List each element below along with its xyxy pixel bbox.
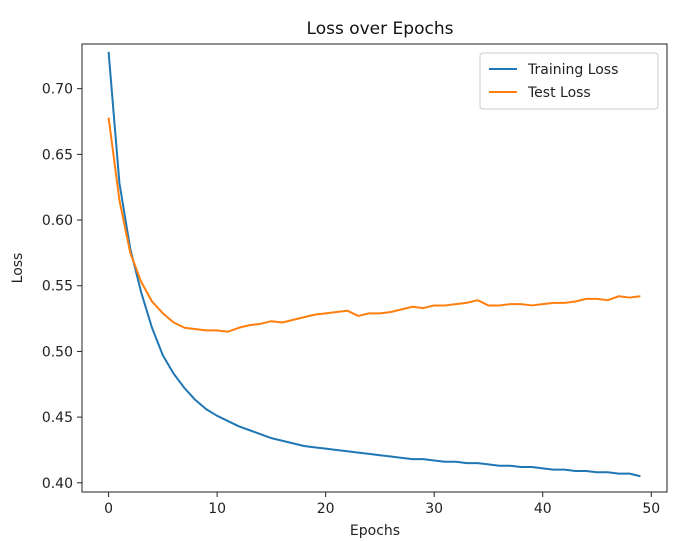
x-tick-label: 40 — [534, 501, 552, 517]
plot-area — [107, 51, 641, 478]
legend-label-test-loss: Test Loss — [527, 85, 591, 101]
legend-box — [479, 52, 659, 110]
y-tick-label: 0.45 — [42, 410, 73, 426]
x-axis: 0 10 20 30 40 50 — [104, 492, 660, 517]
training-loss-line — [107, 51, 641, 478]
y-tick-label: 0.50 — [42, 344, 73, 360]
y-tick-label: 0.65 — [42, 147, 73, 163]
x-tick-label: 0 — [104, 501, 113, 517]
y-axis-label: Loss — [10, 253, 26, 284]
x-tick-label: 30 — [425, 501, 443, 517]
y-tick-label: 0.40 — [42, 476, 73, 492]
legend-label-training-loss: Training Loss — [527, 62, 618, 78]
test-loss-line — [107, 117, 641, 333]
y-tick-label: 0.60 — [42, 213, 73, 229]
legend: Training Loss Test Loss — [479, 52, 659, 110]
x-tick-label: 50 — [642, 501, 660, 517]
chart-title: Loss over Epochs — [307, 19, 454, 39]
y-tick-label: 0.55 — [42, 279, 73, 295]
x-tick-label: 10 — [208, 501, 226, 517]
plot-frame — [81, 43, 668, 493]
x-axis-label: Epochs — [350, 523, 400, 539]
y-axis: 0.40 0.45 0.50 0.55 0.60 0.65 0.70 — [42, 82, 82, 492]
y-tick-label: 0.70 — [42, 82, 73, 98]
x-tick-label: 20 — [317, 501, 335, 517]
